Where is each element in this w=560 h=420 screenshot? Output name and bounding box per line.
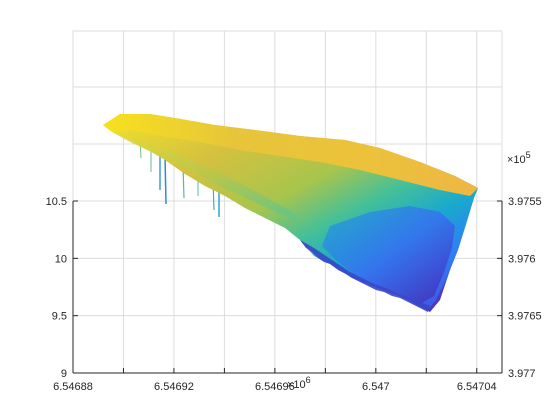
y-exponent-label: ×105 bbox=[507, 150, 531, 166]
surface-depression bbox=[322, 206, 455, 304]
x-tick-label: 6.54692 bbox=[154, 381, 194, 393]
y-tick-label: 3.9765 bbox=[508, 311, 542, 323]
tick-labels: 6.54688 6.54692 6.54696 6.547 6.54704 9 9.5 10 1… bbox=[46, 150, 542, 393]
surface-top-ridge bbox=[103, 114, 478, 196]
z-tick-label: 10 bbox=[55, 253, 67, 265]
y-tick-label: 3.977 bbox=[508, 368, 536, 380]
surface-rugged-edge bbox=[300, 240, 430, 312]
surface bbox=[103, 114, 478, 312]
surface-left-shoulder bbox=[112, 132, 300, 220]
x-tick-label: 6.54704 bbox=[457, 381, 497, 393]
x-tick-label: 6.54688 bbox=[53, 381, 93, 393]
axes bbox=[72, 200, 503, 374]
z-tick-label: 10.5 bbox=[46, 196, 67, 208]
x-tick-label: 6.547 bbox=[362, 381, 390, 393]
x-tick-label: 6.54696 bbox=[255, 381, 295, 393]
x-exponent-label: ×106 bbox=[287, 375, 311, 391]
y-tick-label: 3.976 bbox=[508, 253, 536, 265]
z-tick-label: 9 bbox=[61, 368, 67, 380]
y-tick-label: 3.9755 bbox=[508, 196, 542, 208]
z-tick-label: 9.5 bbox=[52, 311, 67, 323]
